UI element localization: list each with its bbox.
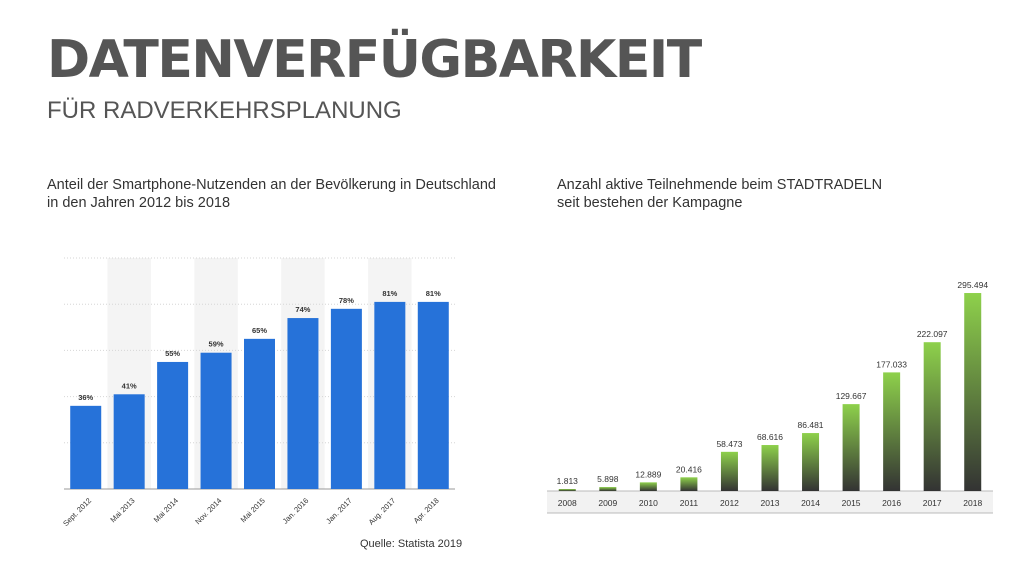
chart1-caption-line1: Anteil der Smartphone-Nutzenden an der B… <box>47 177 496 193</box>
data-label-1: 41% <box>122 381 137 390</box>
data-label-3: 20.416 <box>676 464 702 474</box>
bar-1 <box>599 487 617 491</box>
data-label-9: 222.097 <box>917 329 948 339</box>
chart2-caption-line1: Anzahl aktive Teilnehmende beim STADTRAD… <box>557 177 883 193</box>
tick-label-9: 2017 <box>923 498 942 508</box>
bar-0 <box>70 405 102 489</box>
tick-label-8: 2016 <box>882 498 901 508</box>
data-label-4: 65% <box>252 326 267 335</box>
bar-5 <box>761 445 779 491</box>
chart1-caption: Anteil der Smartphone-Nutzenden an der B… <box>47 176 496 212</box>
tick-label-4: 2012 <box>720 498 739 508</box>
bar-10 <box>964 293 982 491</box>
bar-9 <box>923 342 941 491</box>
tick-label-0: 2008 <box>558 498 577 508</box>
tick-label-6: 2014 <box>801 498 820 508</box>
bar-2 <box>157 361 189 489</box>
bar-3 <box>200 352 232 489</box>
chart2-caption-line2: seit bestehen der Kampagne <box>557 195 743 211</box>
data-label-5: 74% <box>295 305 310 314</box>
bar-5 <box>287 318 319 489</box>
data-label-3: 59% <box>209 340 224 349</box>
tick-label-2: 2010 <box>639 498 658 508</box>
source-note: Quelle: Statista 2019 <box>360 538 463 550</box>
chart1-caption-line2: in den Jahren 2012 bis 2018 <box>47 195 231 211</box>
bar-8 <box>883 372 901 491</box>
bar-2 <box>639 482 657 491</box>
tick-label-1: 2009 <box>598 498 617 508</box>
bar-0 <box>558 489 576 491</box>
data-label-2: 55% <box>165 349 180 358</box>
bar-8 <box>417 301 449 489</box>
bar-7 <box>374 301 406 489</box>
data-label-0: 1.813 <box>557 476 579 486</box>
bar-6 <box>330 308 362 489</box>
page-title: DATENVERFÜGBARKEIT <box>47 30 702 90</box>
data-label-5: 68.616 <box>757 432 783 442</box>
data-label-8: 81% <box>426 289 441 298</box>
x-axis-band <box>547 491 993 513</box>
data-label-6: 86.481 <box>798 420 824 430</box>
data-label-4: 58.473 <box>716 439 742 449</box>
data-label-7: 81% <box>382 289 397 298</box>
chart2-caption: Anzahl aktive Teilnehmende beim STADTRAD… <box>557 176 882 212</box>
data-label-8: 177.033 <box>876 359 907 369</box>
data-label-7: 129.667 <box>836 391 867 401</box>
data-label-6: 78% <box>339 296 354 305</box>
bar-3 <box>680 477 698 491</box>
data-label-2: 12.889 <box>635 469 661 479</box>
data-label-1: 5.898 <box>597 474 619 484</box>
tick-label-10: 2018 <box>963 498 982 508</box>
data-label-0: 36% <box>78 393 93 402</box>
bar-6 <box>802 433 820 491</box>
tick-label-5: 2013 <box>761 498 780 508</box>
page-subtitle: FÜR RADVERKEHRSPLANUNG <box>47 97 402 124</box>
data-label-10: 295.494 <box>957 280 988 290</box>
bar-4 <box>244 338 275 489</box>
bar-4 <box>720 451 738 491</box>
bar-1 <box>113 394 145 489</box>
bar-7 <box>842 404 860 491</box>
tick-label-7: 2015 <box>842 498 861 508</box>
tick-label-3: 2011 <box>680 498 699 508</box>
